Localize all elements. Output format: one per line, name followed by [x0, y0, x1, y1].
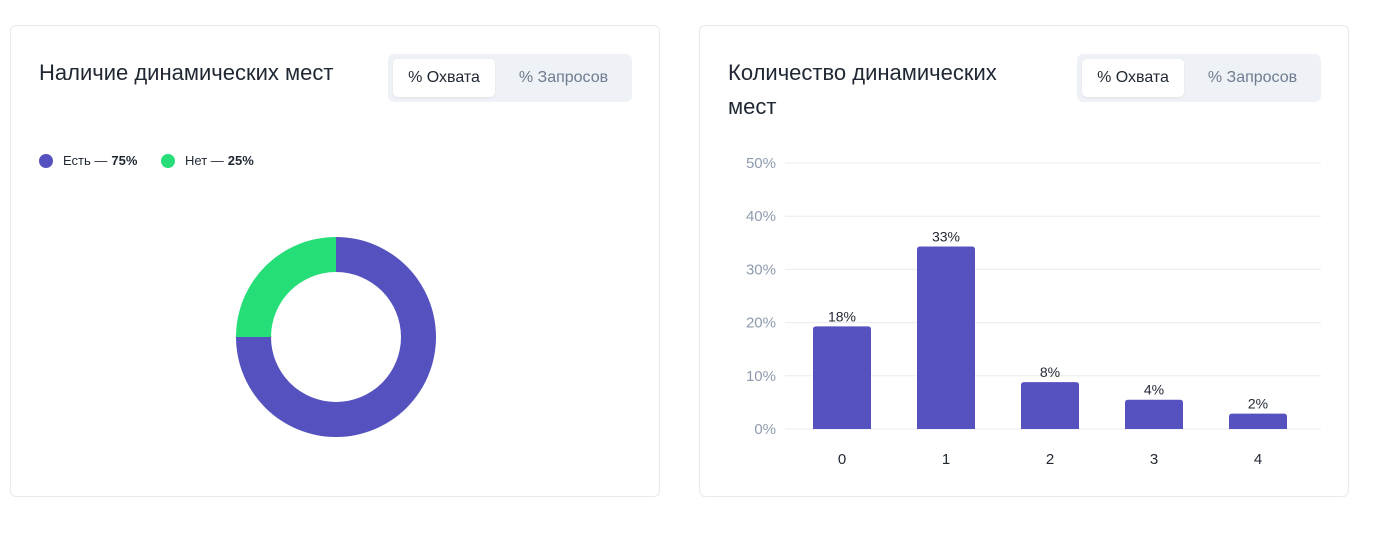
y-tick-label: 40% — [746, 208, 776, 225]
x-tick-label: 3 — [1150, 451, 1158, 468]
y-tick-label: 50% — [746, 155, 776, 172]
y-tick-label: 10% — [746, 368, 776, 385]
metric-toggle: % Охвата % Запросов — [388, 54, 632, 102]
legend-value: 25% — [227, 153, 254, 168]
bar-chart: 0%10%20%30%40%50%18%033%18%24%32%4 — [746, 155, 1321, 468]
y-tick-label: 30% — [746, 261, 776, 278]
legend-swatch-no — [161, 153, 176, 168]
legend-value: 75% — [111, 153, 138, 168]
chart-legend: Есть — 75% Нет — 25% — [39, 153, 274, 171]
legend-label: Есть — — [63, 153, 108, 168]
x-tick-label: 1 — [942, 451, 950, 468]
donut-slice-нет — [236, 237, 336, 337]
requests-tab[interactable]: % Запросов — [1207, 69, 1298, 86]
bar-data-label: 4% — [1144, 382, 1164, 398]
bar-1 — [917, 246, 975, 429]
bar-data-label: 33% — [932, 229, 960, 245]
x-tick-label: 4 — [1254, 451, 1262, 468]
coverage-tab[interactable]: % Охвата — [1082, 59, 1184, 97]
card-title: Наличие динамических мест — [39, 60, 334, 85]
y-tick-label: 0% — [754, 421, 776, 438]
bar-2 — [1021, 382, 1079, 429]
dynamic-places-count-card: Количество динамических мест % Охвата % … — [699, 25, 1349, 497]
metric-toggle: % Охвата % Запросов — [1077, 54, 1321, 102]
x-tick-label: 2 — [1046, 451, 1054, 468]
legend-item-yes: Есть — 75% — [39, 153, 137, 168]
x-tick-label: 0 — [838, 451, 846, 468]
bar-data-label: 8% — [1040, 364, 1060, 380]
bar-4 — [1229, 413, 1287, 429]
legend-item-no: Нет — 25% — [161, 153, 254, 168]
legend-swatch-yes — [39, 153, 53, 168]
requests-tab[interactable]: % Запросов — [518, 69, 609, 86]
donut-slice-есть — [236, 237, 436, 437]
bar-3 — [1125, 399, 1183, 429]
bar-0 — [813, 326, 871, 429]
card-title: Количество динамических мест — [728, 60, 997, 119]
dynamic-places-presence-card: Наличие динамических мест % Охвата % Зап… — [10, 25, 660, 497]
bar-data-label: 18% — [828, 308, 856, 324]
y-tick-label: 20% — [746, 315, 776, 332]
coverage-tab[interactable]: % Охвата — [393, 59, 495, 97]
bar-data-label: 2% — [1248, 396, 1268, 412]
donut-chart — [236, 237, 436, 437]
legend-label: Нет — — [185, 153, 224, 168]
